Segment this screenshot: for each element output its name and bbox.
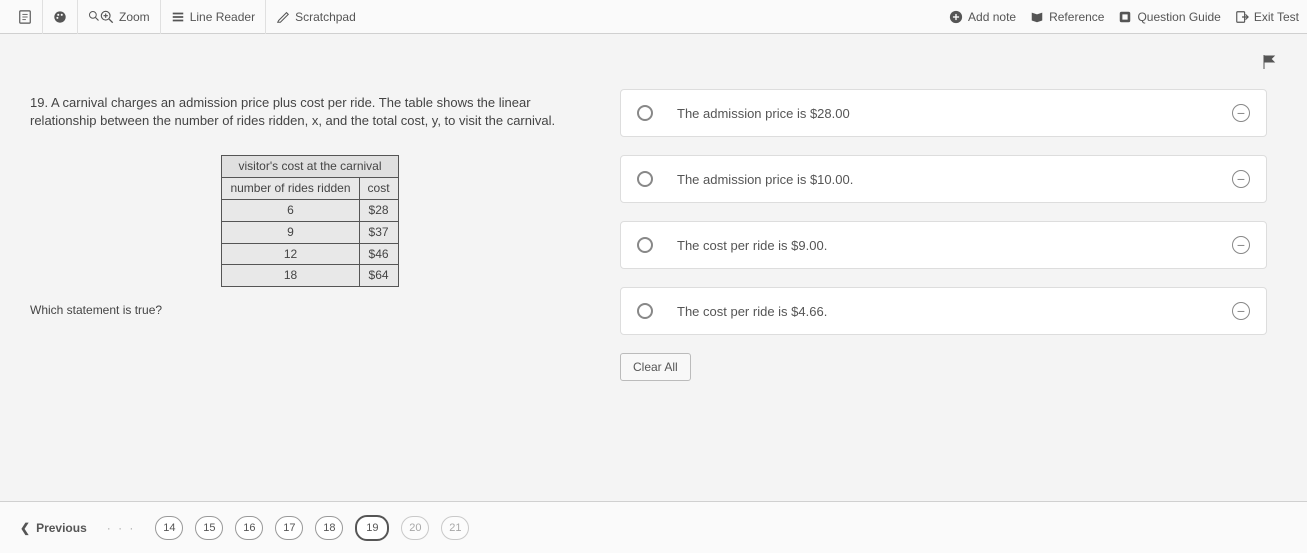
exit-test-button[interactable]: Exit Test [1235,10,1299,24]
table-cell: $64 [359,265,398,287]
table-col-header: number of rides ridden [222,178,359,200]
table-col-header: cost [359,178,398,200]
answer-text: The admission price is $28.00 [677,106,850,121]
answer-text: The cost per ride is $9.00. [677,238,827,253]
nav-item[interactable]: 20 [401,516,429,540]
answer-text: The cost per ride is $4.66. [677,304,827,319]
radio-icon [637,237,653,253]
answer-option[interactable]: The admission price is $28.00 − [620,89,1267,137]
scratchpad-button[interactable]: Scratchpad [266,0,366,34]
table-cell: 9 [222,221,359,243]
guide-icon [1118,10,1132,24]
chevron-left-icon: ❮ [20,521,30,535]
add-note-button[interactable]: Add note [949,10,1016,24]
table-title: visitor's cost at the carnival [222,156,398,178]
zoom-icon [88,10,114,24]
table-cell: $28 [359,199,398,221]
question-guide-label: Question Guide [1137,10,1220,24]
notepad-button[interactable] [8,0,43,34]
scratchpad-icon [276,10,290,24]
answer-option[interactable]: The cost per ride is $4.66. − [620,287,1267,335]
nav-item[interactable]: 21 [441,516,469,540]
line-reader-label: Line Reader [190,10,255,24]
line-reader-button[interactable]: Line Reader [161,0,266,34]
exit-icon [1235,10,1249,24]
question-text: A carnival charges an admission price pl… [30,95,555,128]
nav-item[interactable]: 15 [195,516,223,540]
flag-icon [1261,57,1277,74]
nav-item[interactable]: 16 [235,516,263,540]
table-cell: 12 [222,243,359,265]
answers-panel: The admission price is $28.00 − The admi… [620,54,1277,501]
radio-icon [637,303,653,319]
sub-prompt: Which statement is true? [30,302,590,319]
exit-test-label: Exit Test [1254,10,1299,24]
bottom-nav: ❮ Previous · · · 14 15 16 17 18 19 20 21 [0,501,1307,553]
answer-option[interactable]: The admission price is $10.00. − [620,155,1267,203]
nav-item[interactable]: 14 [155,516,183,540]
answer-text: The admission price is $10.00. [677,172,853,187]
table-cell: 18 [222,265,359,287]
nav-ellipsis: · · · [107,521,136,535]
clear-all-button[interactable]: Clear All [620,353,691,381]
question-guide-button[interactable]: Question Guide [1118,10,1220,24]
flag-question-button[interactable] [1261,54,1277,75]
toolbar-left-group: Zoom Line Reader Scratchpad [8,0,366,34]
reference-button[interactable]: Reference [1030,10,1104,24]
book-icon [1030,10,1044,24]
table-cell: $37 [359,221,398,243]
eliminate-button[interactable]: − [1232,302,1250,320]
palette-icon [53,10,67,24]
add-note-label: Add note [968,10,1016,24]
nav-item[interactable]: 18 [315,516,343,540]
table-cell: $46 [359,243,398,265]
table-cell: 6 [222,199,359,221]
previous-label: Previous [36,521,87,535]
previous-button[interactable]: ❮ Previous [20,521,87,535]
nav-item-current[interactable]: 19 [355,515,389,541]
eliminate-button[interactable]: − [1232,170,1250,188]
zoom-button[interactable]: Zoom [78,0,161,34]
top-toolbar: Zoom Line Reader Scratchpad Add note [0,0,1307,34]
palette-button[interactable] [43,0,78,34]
answer-option[interactable]: The cost per ride is $9.00. − [620,221,1267,269]
notepad-icon [18,10,32,24]
plus-circle-icon [949,10,963,24]
toolbar-right-group: Add note Reference Question Guide Exit T… [949,10,1299,24]
line-reader-icon [171,10,185,24]
data-table: visitor's cost at the carnival number of… [221,155,398,287]
question-panel: 19. A carnival charges an admission pric… [30,54,590,501]
scratchpad-label: Scratchpad [295,10,356,24]
question-number: 19. [30,95,48,110]
radio-icon [637,171,653,187]
content-area: 19. A carnival charges an admission pric… [0,34,1307,501]
zoom-label: Zoom [119,10,150,24]
radio-icon [637,105,653,121]
nav-item[interactable]: 17 [275,516,303,540]
eliminate-button[interactable]: − [1232,236,1250,254]
reference-label: Reference [1049,10,1104,24]
eliminate-button[interactable]: − [1232,104,1250,122]
